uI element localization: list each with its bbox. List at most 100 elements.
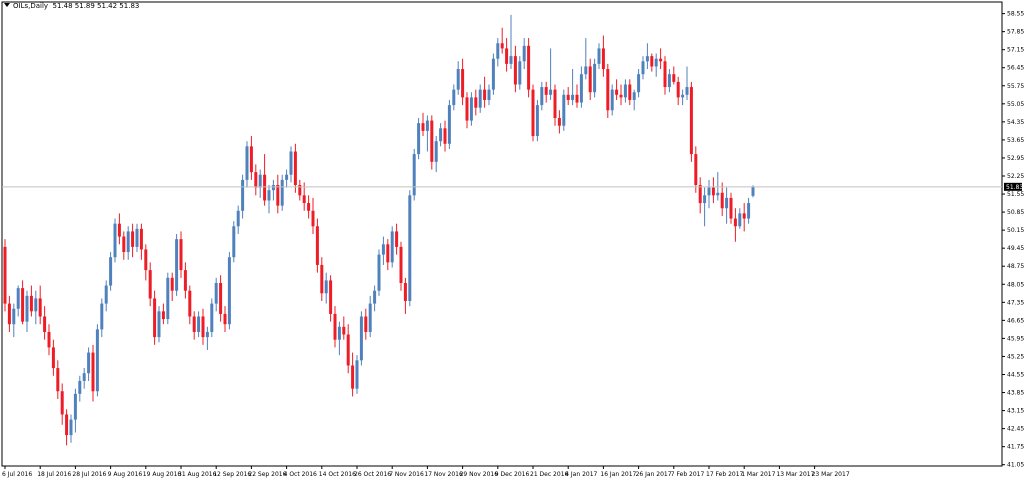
current-price-marker: 51.83: [2, 182, 1023, 191]
y-tick-label: 53.65: [1007, 137, 1024, 144]
candle-body: [113, 223, 117, 258]
candle-body: [311, 210, 315, 227]
x-tick-label: 17 Feb 2017: [706, 471, 744, 478]
candle-body: [109, 257, 113, 286]
dropdown-triangle-icon[interactable]: [4, 3, 10, 7]
candle-body: [104, 285, 108, 304]
candle-body: [650, 56, 654, 67]
y-tick-label: 43.15: [1007, 408, 1024, 415]
candle: [135, 223, 139, 253]
candle: [131, 223, 135, 258]
x-tick-label: 7 Nov 2016: [389, 471, 424, 478]
y-tick-label: 43.85: [1007, 390, 1024, 397]
plot-frame: [1, 1, 1003, 467]
candle-body: [131, 231, 135, 247]
candle-body: [153, 298, 157, 338]
candle: [373, 285, 377, 312]
candle-body: [232, 226, 236, 258]
candle-body: [487, 89, 491, 100]
candle-body: [725, 197, 729, 209]
candle-body: [439, 128, 443, 142]
candle: [34, 290, 38, 325]
candle: [113, 218, 117, 263]
candle: [56, 360, 60, 399]
candle-body: [447, 105, 451, 144]
candle-body: [540, 87, 544, 106]
candle: [100, 298, 104, 338]
candle-body: [175, 239, 179, 291]
candle: [153, 290, 157, 345]
candle-body: [157, 311, 161, 338]
candle-body: [210, 303, 214, 332]
candle: [505, 38, 509, 72]
candle-body: [263, 174, 267, 201]
candle-body: [395, 231, 399, 247]
y-tick-label: 57.15: [1007, 47, 1024, 54]
candle-body: [544, 87, 548, 95]
candle-body: [412, 154, 416, 196]
candle-body: [219, 282, 223, 314]
x-tick-label: 28 Jul 2016: [72, 471, 106, 478]
candle-body: [3, 246, 7, 304]
candle-body: [399, 246, 403, 283]
candle-body: [271, 185, 275, 191]
candle-body: [201, 316, 205, 338]
candle-body: [434, 141, 438, 162]
candle-body: [469, 97, 473, 121]
candle: [615, 79, 619, 100]
candle: [267, 185, 271, 214]
chart-info-header: OILs,Daily 51.48 51.89 51.42 51.83: [4, 2, 139, 10]
candle-body: [289, 151, 293, 175]
candle-body: [571, 94, 575, 100]
y-tick-label: 51.55: [1007, 191, 1024, 198]
candle: [500, 27, 504, 54]
candle-body: [505, 48, 509, 64]
candle: [254, 164, 258, 196]
candle-body: [628, 84, 632, 100]
candle-body: [43, 316, 47, 332]
candle: [588, 58, 592, 100]
candle: [637, 69, 641, 98]
y-tick-label: 44.55: [1007, 371, 1024, 378]
candle-body: [425, 120, 429, 131]
candle-body: [742, 213, 746, 219]
candle-body: [47, 331, 51, 348]
candle: [280, 174, 284, 211]
candle-body: [461, 69, 465, 98]
candles: [3, 14, 755, 446]
candle-body: [320, 264, 324, 294]
candle-body: [456, 69, 460, 90]
candle: [531, 84, 535, 142]
y-tick-label: 47.35: [1007, 299, 1024, 306]
candle: [689, 81, 693, 162]
candle-body: [579, 74, 583, 103]
candle: [645, 43, 649, 70]
candle: [91, 344, 95, 402]
candle: [597, 43, 601, 70]
x-tick-label: 6 Jul 2016: [2, 471, 32, 478]
candle: [205, 326, 209, 350]
candle: [364, 308, 368, 340]
candle: [285, 169, 289, 188]
candle-body: [29, 295, 33, 312]
candle: [711, 177, 715, 204]
candle-body: [483, 89, 487, 100]
candle-body: [346, 334, 350, 366]
candle-body: [478, 89, 482, 108]
candle: [443, 120, 447, 152]
candle-body: [333, 313, 337, 340]
y-tick-label: 58.55: [1007, 11, 1024, 18]
candle: [12, 303, 16, 338]
y-tick-label: 52.95: [1007, 155, 1024, 162]
y-tick-label: 56.45: [1007, 65, 1024, 72]
candle: [513, 45, 517, 93]
candle: [386, 239, 390, 271]
candle: [540, 81, 544, 111]
candle: [104, 280, 108, 312]
candle: [122, 231, 126, 260]
candle-body: [302, 195, 306, 204]
candle: [685, 66, 689, 100]
candle-body: [751, 186, 755, 196]
